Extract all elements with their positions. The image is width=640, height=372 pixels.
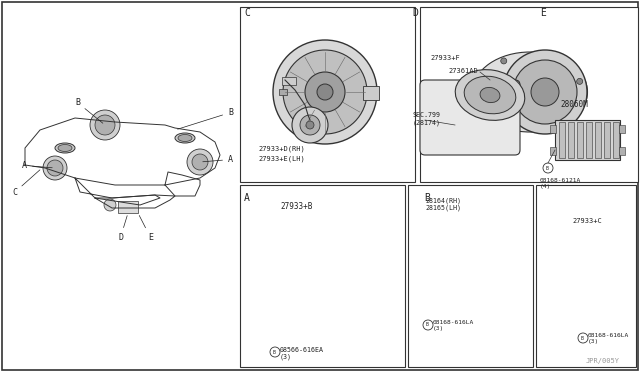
- Text: D: D: [412, 8, 418, 18]
- Circle shape: [104, 199, 116, 211]
- Text: D: D: [118, 216, 127, 242]
- Bar: [279, 89, 287, 95]
- Circle shape: [500, 58, 507, 64]
- Ellipse shape: [464, 76, 516, 114]
- Bar: [363, 86, 379, 100]
- Text: A: A: [22, 161, 52, 170]
- Bar: [604, 122, 610, 158]
- Text: 08168-6121A
(4): 08168-6121A (4): [540, 178, 581, 189]
- Text: 27361AD: 27361AD: [448, 68, 477, 74]
- Text: B: B: [580, 336, 584, 340]
- Circle shape: [270, 347, 280, 357]
- Text: 27933+F: 27933+F: [430, 55, 460, 61]
- Ellipse shape: [455, 70, 525, 121]
- Bar: [240, 7, 415, 182]
- Circle shape: [306, 121, 314, 129]
- Text: A: A: [244, 193, 250, 203]
- Circle shape: [47, 160, 63, 176]
- Ellipse shape: [472, 52, 588, 132]
- Circle shape: [503, 50, 587, 134]
- Circle shape: [187, 149, 213, 175]
- Bar: [536, 185, 636, 367]
- Text: 08168-616LA
(3): 08168-616LA (3): [433, 320, 474, 331]
- Circle shape: [305, 72, 345, 112]
- Bar: [577, 122, 583, 158]
- Circle shape: [513, 60, 577, 124]
- Text: 08566-616EA
(3): 08566-616EA (3): [280, 347, 324, 360]
- Bar: [595, 122, 601, 158]
- Text: B: B: [426, 323, 428, 327]
- Circle shape: [95, 115, 115, 135]
- Text: 27933+E(LH): 27933+E(LH): [258, 155, 305, 161]
- Bar: [420, 7, 638, 182]
- Bar: [282, 77, 296, 85]
- Bar: [613, 122, 619, 158]
- Bar: [550, 125, 556, 133]
- Bar: [619, 125, 625, 133]
- Bar: [619, 147, 625, 155]
- Bar: [586, 122, 592, 158]
- Circle shape: [531, 78, 559, 106]
- Text: C: C: [244, 8, 250, 18]
- Bar: [550, 147, 556, 155]
- Bar: [568, 122, 574, 158]
- Text: JPR/005Y: JPR/005Y: [586, 358, 620, 364]
- Circle shape: [577, 78, 582, 84]
- Text: 27933+C: 27933+C: [572, 218, 602, 224]
- Circle shape: [192, 154, 208, 170]
- Text: B: B: [424, 193, 430, 203]
- Circle shape: [300, 115, 320, 135]
- Text: B: B: [178, 108, 233, 129]
- Text: E: E: [540, 8, 546, 18]
- Ellipse shape: [58, 144, 72, 151]
- Text: 28164(RH)
28165(LH): 28164(RH) 28165(LH): [425, 197, 461, 211]
- Bar: [118, 201, 138, 213]
- Circle shape: [273, 40, 377, 144]
- Circle shape: [578, 333, 588, 343]
- Text: 27933+B: 27933+B: [280, 202, 312, 211]
- Circle shape: [423, 320, 433, 330]
- Circle shape: [317, 84, 333, 100]
- Circle shape: [543, 163, 553, 173]
- Text: B: B: [75, 98, 103, 123]
- Ellipse shape: [55, 143, 75, 153]
- Circle shape: [292, 107, 328, 143]
- Ellipse shape: [480, 87, 500, 103]
- Circle shape: [283, 50, 367, 134]
- Ellipse shape: [175, 133, 195, 143]
- Text: SEC.799
(28174): SEC.799 (28174): [413, 112, 441, 125]
- Text: 28060M: 28060M: [560, 100, 588, 109]
- Text: C: C: [12, 170, 40, 197]
- Text: B: B: [273, 350, 275, 355]
- Text: E: E: [140, 215, 153, 242]
- Bar: [559, 122, 565, 158]
- Bar: [240, 185, 405, 367]
- Circle shape: [489, 114, 495, 120]
- Bar: [408, 185, 533, 367]
- Circle shape: [43, 156, 67, 180]
- FancyBboxPatch shape: [420, 80, 520, 155]
- Text: A: A: [203, 155, 233, 164]
- Ellipse shape: [178, 135, 192, 141]
- Bar: [555, 120, 620, 160]
- Text: B: B: [545, 166, 548, 170]
- Circle shape: [90, 110, 120, 140]
- Text: 08168-616LA
(3): 08168-616LA (3): [588, 333, 629, 344]
- Text: 27933+D(RH): 27933+D(RH): [258, 145, 305, 151]
